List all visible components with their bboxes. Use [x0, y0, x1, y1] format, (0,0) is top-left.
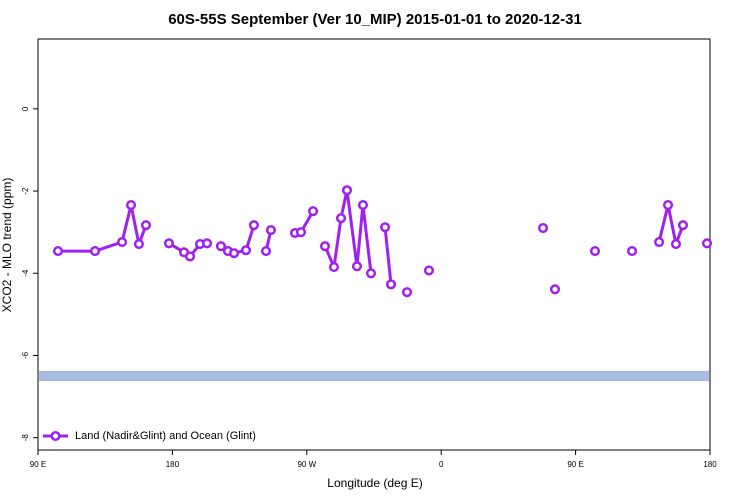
point [260, 246, 272, 257]
x-tick-label: 90 E [30, 460, 46, 469]
point [52, 246, 64, 257]
x-tick-label: 0 [439, 460, 444, 469]
point [295, 227, 307, 238]
series-line [58, 190, 707, 284]
point [549, 284, 561, 295]
point [654, 236, 665, 248]
point [215, 241, 226, 252]
point [335, 213, 347, 224]
point [677, 220, 689, 231]
point [670, 239, 682, 250]
point [117, 236, 128, 248]
point [357, 199, 368, 211]
point [248, 220, 259, 231]
chart-title: 60S-55S September (Ver 10_MIP) 2015-01-0… [168, 11, 582, 28]
point [626, 246, 638, 257]
point [201, 238, 213, 249]
y-tick-label: -8 [21, 434, 30, 442]
x-tick-label: 180 [166, 460, 180, 469]
point [133, 239, 144, 250]
point [701, 238, 713, 249]
legend-label: Land (Nadir&Glint) and Ocean (Glint) [75, 430, 256, 442]
point [240, 245, 252, 256]
x-tick-label: 180 [703, 460, 717, 469]
legend-marker [50, 430, 61, 442]
x-tick-label: 90 W [297, 460, 316, 469]
y-tick-label: -2 [21, 187, 30, 195]
x-axis-label: Longitude (deg E) [327, 476, 422, 490]
point [163, 238, 175, 249]
point [365, 268, 377, 279]
y-axis-label: XCO2 - MLO trend (ppm) [0, 178, 14, 313]
point [89, 246, 101, 257]
point [308, 206, 319, 217]
point [662, 199, 674, 211]
point [380, 222, 391, 233]
point [385, 279, 397, 290]
point [328, 262, 340, 273]
point [319, 241, 331, 252]
y-tick-label: 0 [21, 106, 30, 111]
point [229, 248, 240, 259]
point [184, 251, 196, 262]
point [341, 185, 353, 196]
point [125, 199, 137, 211]
x-tick-label: 90 E [567, 460, 583, 469]
point [423, 265, 435, 276]
point [265, 225, 277, 236]
point [589, 246, 601, 257]
point [537, 223, 549, 234]
y-tick-label: -4 [21, 269, 30, 277]
point [351, 261, 363, 272]
point [140, 220, 152, 231]
y-tick-label: -6 [21, 351, 30, 359]
point [401, 287, 413, 298]
